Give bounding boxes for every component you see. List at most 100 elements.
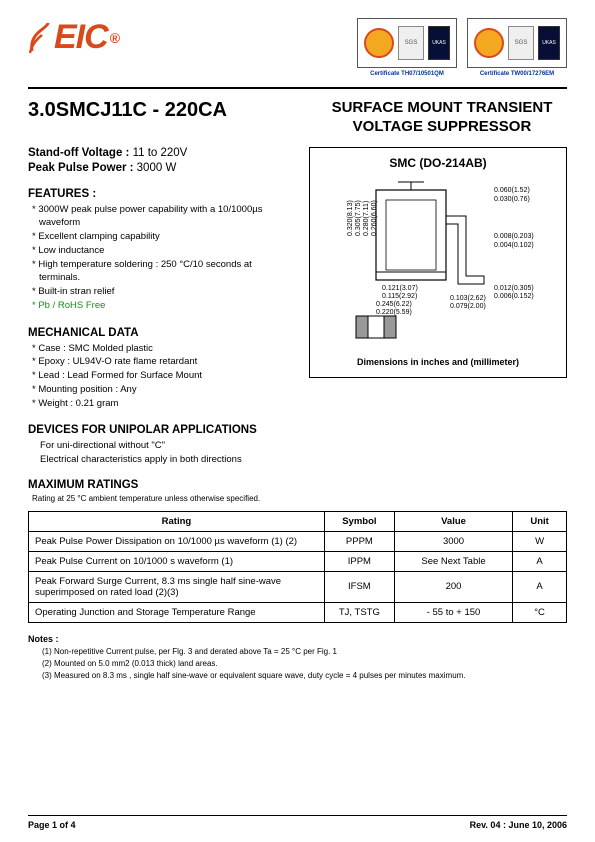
- dim-text: 0.030(0.76): [494, 196, 530, 203]
- dim-text: 0.305(7.75): [355, 200, 362, 236]
- cell-value: 3000: [394, 531, 512, 551]
- note-item: (1) Non-repetitive Current pulse, per Fl…: [28, 646, 567, 658]
- header: EIC ® SGS UKAS Certificate TH07/10501QM …: [28, 18, 567, 77]
- cell-value: 200: [394, 571, 512, 602]
- dim-text: 0.103(2.62): [450, 295, 486, 302]
- registered-mark-icon: ®: [110, 30, 120, 46]
- dim-text: 0.260(6.60): [371, 200, 378, 236]
- notes-section: Notes : (1) Non-repetitive Current pulse…: [28, 633, 567, 683]
- feature-item: Low inductance: [32, 244, 295, 258]
- cell-unit: A: [513, 551, 567, 571]
- note-item: (3) Measured on 8.3 ms , single half sin…: [28, 670, 567, 682]
- devices-line: Electrical characteristics apply in both…: [40, 453, 295, 467]
- table-header-row: Rating Symbol Value Unit: [29, 511, 567, 531]
- ppp-value: 3000 W: [133, 162, 176, 174]
- ratings-table: Rating Symbol Value Unit Peak Pulse Powe…: [28, 511, 567, 623]
- cert-badge-icon: [364, 28, 394, 58]
- cell-unit: W: [513, 531, 567, 551]
- package-outline-icon: 0.060(1.52) 0.030(0.76) 0.320(8.13) 0.30…: [316, 176, 562, 351]
- revision-date: Rev. 04 : June 10, 2006: [470, 820, 567, 830]
- package-drawing: 0.060(1.52) 0.030(0.76) 0.320(8.13) 0.30…: [316, 176, 560, 351]
- devices-line: For uni-directional without "C": [40, 439, 295, 453]
- dim-text: 0.115(2.92): [382, 293, 417, 300]
- cell-rating: Operating Junction and Storage Temperatu…: [29, 602, 325, 622]
- cert-block-2: SGS UKAS Certificate TW00/17276EM: [467, 18, 567, 77]
- feature-item-rohs: Pb / RoHS Free: [32, 299, 295, 313]
- dim-text: 0.004(0.102): [494, 242, 534, 249]
- devices-heading: DEVICES FOR UNIPOLAR APPLICATIONS: [28, 424, 295, 436]
- standoff-label: Stand-off Voltage :: [28, 147, 129, 159]
- peak-pulse-power: Peak Pulse Power : 3000 W: [28, 162, 295, 174]
- cert-1-label: Certificate TH07/10501QM: [370, 71, 444, 77]
- cell-value: - 55 to + 150: [394, 602, 512, 622]
- notes-heading: Notes :: [28, 633, 567, 647]
- right-column: SMC (DO-214AB): [309, 147, 567, 467]
- dim-text: 0.012(0.305): [494, 285, 534, 292]
- page-title: SURFACE MOUNT TRANSIENT VOLTAGE SUPPRESS…: [317, 99, 567, 137]
- dim-text: 0.280(7.11): [363, 200, 370, 235]
- logo: EIC ®: [28, 18, 120, 57]
- cell-symbol: PPPM: [324, 531, 394, 551]
- cell-value: See Next Table: [394, 551, 512, 571]
- features-heading: FEATURES :: [28, 188, 295, 200]
- table-row: Peak Forward Surge Current, 8.3 ms singl…: [29, 571, 567, 602]
- standoff-voltage: Stand-off Voltage : 11 to 220V: [28, 147, 295, 159]
- features-list: 3000W peak pulse power capability with a…: [28, 203, 295, 313]
- cell-rating: Peak Forward Surge Current, 8.3 ms singl…: [29, 571, 325, 602]
- sgs-logo-icon: SGS: [508, 26, 534, 60]
- feature-item: Built-in stran relief: [32, 285, 295, 299]
- sgs-logo-icon: SGS: [398, 26, 424, 60]
- col-symbol: Symbol: [324, 511, 394, 531]
- logo-mark-icon: [28, 21, 52, 55]
- mechanical-heading: MECHANICAL DATA: [28, 327, 295, 339]
- standoff-value: 11 to 220V: [129, 147, 187, 159]
- mech-item: Mounting position : Any: [32, 383, 295, 397]
- mech-item: Case : SMC Molded plastic: [32, 342, 295, 356]
- note-item: (2) Mounted on 5.0 mm2 (0.013 thick) lan…: [28, 658, 567, 670]
- cell-symbol: IFSM: [324, 571, 394, 602]
- cell-symbol: TJ, TSTG: [324, 602, 394, 622]
- part-number: 3.0SMCJ11C - 220CA: [28, 99, 227, 122]
- feature-item: High temperature soldering : 250 °C/10 s…: [32, 258, 295, 286]
- mechanical-list: Case : SMC Molded plastic Epoxy : UL94V-…: [28, 342, 295, 411]
- dim-text: 0.060(1.52): [494, 187, 530, 194]
- cell-unit: °C: [513, 602, 567, 622]
- feature-item: 3000W peak pulse power capability with a…: [32, 203, 295, 231]
- cell-unit: A: [513, 571, 567, 602]
- cell-rating: Peak Pulse Power Dissipation on 10/1000 …: [29, 531, 325, 551]
- mech-item: Lead : Lead Formed for Surface Mount: [32, 369, 295, 383]
- package-diagram-box: SMC (DO-214AB): [309, 147, 567, 378]
- logo-text: EIC: [54, 18, 108, 57]
- col-unit: Unit: [513, 511, 567, 531]
- mech-item: Weight : 0.21 gram: [32, 397, 295, 411]
- mech-item: Epoxy : UL94V-O rate flame retardant: [32, 355, 295, 369]
- ukas-logo-icon: UKAS: [428, 26, 450, 60]
- dim-text: 0.245(6.22): [376, 301, 412, 308]
- page-number: Page 1 of 4: [28, 820, 76, 830]
- ukas-logo-icon: UKAS: [538, 26, 560, 60]
- divider: [28, 87, 567, 89]
- package-title: SMC (DO-214AB): [316, 156, 560, 170]
- cert-badge-icon: [474, 28, 504, 58]
- feature-item: Excellent clamping capability: [32, 230, 295, 244]
- devices-text: For uni-directional without "C" Electric…: [28, 439, 295, 467]
- col-value: Value: [394, 511, 512, 531]
- dimensions-caption: Dimensions in inches and (millimeter): [316, 357, 560, 367]
- dim-text: 0.006(0.152): [494, 293, 534, 300]
- certifications: SGS UKAS Certificate TH07/10501QM SGS UK…: [357, 18, 567, 77]
- cert-2-label: Certificate TW00/17276EM: [480, 71, 554, 77]
- footer: Page 1 of 4 Rev. 04 : June 10, 2006: [28, 815, 567, 830]
- cert-block-1: SGS UKAS Certificate TH07/10501QM: [357, 18, 457, 77]
- left-column: Stand-off Voltage : 11 to 220V Peak Puls…: [28, 147, 295, 467]
- dim-text: 0.220(5.59): [376, 309, 412, 316]
- col-rating: Rating: [29, 511, 325, 531]
- ppp-label: Peak Pulse Power :: [28, 162, 133, 174]
- max-ratings-heading: MAXIMUM RATINGS: [28, 479, 567, 491]
- table-row: Peak Pulse Current on 10/1000 s waveform…: [29, 551, 567, 571]
- table-row: Operating Junction and Storage Temperatu…: [29, 602, 567, 622]
- dim-text: 0.121(3.07): [382, 285, 418, 292]
- cell-rating: Peak Pulse Current on 10/1000 s waveform…: [29, 551, 325, 571]
- cell-symbol: IPPM: [324, 551, 394, 571]
- dim-text: 0.008(0.203): [494, 233, 534, 240]
- dim-text: 0.320(8.13): [347, 200, 354, 236]
